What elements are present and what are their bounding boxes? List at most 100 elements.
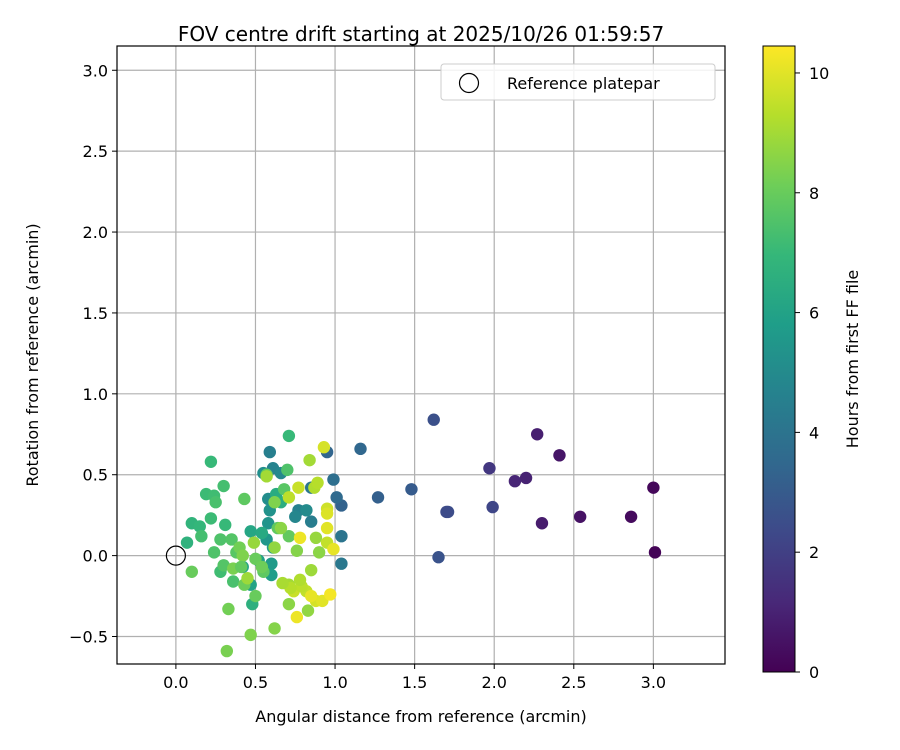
colorbar-tick-label: 8 xyxy=(809,184,819,203)
data-point xyxy=(225,533,238,546)
data-point xyxy=(320,507,334,520)
data-point xyxy=(327,542,340,556)
colorbar-ticks: 0 2 4 6 8 10 xyxy=(795,64,829,682)
data-point xyxy=(274,521,288,535)
data-point xyxy=(268,622,281,635)
data-point xyxy=(440,505,453,519)
data-point xyxy=(195,529,208,543)
data-point xyxy=(290,610,304,624)
colorbar: 0 2 4 6 8 10 Hours from first FF file xyxy=(762,45,862,682)
data-point xyxy=(330,491,343,504)
data-point xyxy=(432,551,445,564)
data-point xyxy=(303,453,316,467)
data-point xyxy=(226,575,240,588)
reference-platepar-marker xyxy=(165,545,186,566)
data-point xyxy=(281,463,294,477)
data-point xyxy=(535,517,549,530)
y-tick-label: 0.0 xyxy=(83,547,108,566)
data-point xyxy=(335,529,348,543)
data-point xyxy=(185,565,199,578)
x-tick-label: 2.0 xyxy=(481,673,506,692)
data-point xyxy=(204,512,218,525)
y-tick-label: 3.0 xyxy=(83,61,108,80)
data-point xyxy=(624,510,638,523)
colorbar-gradient xyxy=(762,45,796,673)
data-point xyxy=(292,481,305,494)
data-point xyxy=(255,526,269,540)
data-point xyxy=(320,521,334,535)
colorbar-tick-label: 6 xyxy=(809,304,819,323)
data-point xyxy=(335,557,348,570)
data-point xyxy=(282,529,296,543)
data-point xyxy=(427,413,440,426)
data-point xyxy=(312,546,326,559)
legend-marker-icon xyxy=(458,72,480,94)
data-point xyxy=(244,525,257,538)
data-point xyxy=(209,496,222,509)
data-point xyxy=(304,589,318,603)
y-tick-label: 2.5 xyxy=(83,142,108,161)
data-point xyxy=(268,496,281,509)
data-point xyxy=(222,602,235,616)
data-point xyxy=(236,549,249,562)
data-point xyxy=(371,491,385,504)
x-axis-ticks: 0.0 0.5 1.0 1.5 2.0 2.5 3.0 xyxy=(163,664,666,692)
y-tick-label: 0.5 xyxy=(83,466,108,485)
y-tick-label: 2.0 xyxy=(83,223,108,242)
data-point xyxy=(519,471,533,485)
x-tick-label: 1.5 xyxy=(402,673,427,692)
legend: Reference platepar xyxy=(440,63,716,101)
data-point xyxy=(265,557,278,570)
data-point xyxy=(217,479,230,493)
data-point xyxy=(282,597,296,611)
data-point xyxy=(276,576,289,590)
data-point xyxy=(311,476,324,490)
data-point xyxy=(647,481,660,494)
data-point xyxy=(219,518,232,532)
data-point xyxy=(309,531,323,545)
y-tick-label: 1.5 xyxy=(83,304,108,323)
colorbar-tick-label: 2 xyxy=(809,543,819,562)
data-points xyxy=(180,413,662,658)
data-point xyxy=(354,442,367,456)
data-point xyxy=(573,510,587,523)
data-point xyxy=(220,644,234,658)
y-axis-ticks: −0.5 0.0 0.5 1.0 1.5 2.0 2.5 3.0 xyxy=(69,61,117,646)
x-tick-label: 3.0 xyxy=(641,673,666,692)
data-point xyxy=(234,560,248,574)
y-tick-label: 1.0 xyxy=(83,385,108,404)
data-point xyxy=(553,449,566,462)
data-point xyxy=(241,572,254,585)
data-point xyxy=(204,455,218,468)
data-point xyxy=(405,483,418,496)
colorbar-tick-label: 10 xyxy=(809,64,829,83)
x-tick-label: 1.0 xyxy=(322,673,347,692)
data-point xyxy=(214,533,227,546)
data-point xyxy=(508,474,522,488)
x-tick-label: 0.5 xyxy=(243,673,268,692)
data-point xyxy=(317,441,331,454)
data-point xyxy=(207,546,221,559)
data-point xyxy=(304,563,318,577)
data-point xyxy=(247,536,261,549)
data-point xyxy=(244,628,257,642)
legend-label: Reference platepar xyxy=(507,74,660,93)
data-point xyxy=(282,429,296,443)
colorbar-tick-label: 4 xyxy=(809,423,819,442)
reference-marker xyxy=(165,545,186,566)
data-point xyxy=(648,546,662,559)
data-point xyxy=(263,445,276,459)
data-point xyxy=(180,536,194,549)
data-point xyxy=(300,504,313,517)
data-point xyxy=(483,462,496,475)
data-point xyxy=(249,589,262,603)
data-point xyxy=(290,544,304,557)
data-point xyxy=(255,560,269,574)
data-point xyxy=(268,541,281,554)
x-tick-label: 2.5 xyxy=(561,673,586,692)
data-point xyxy=(262,517,275,530)
data-point xyxy=(327,473,340,486)
data-point xyxy=(217,559,230,572)
data-point xyxy=(238,492,251,506)
legend-box xyxy=(440,63,716,101)
